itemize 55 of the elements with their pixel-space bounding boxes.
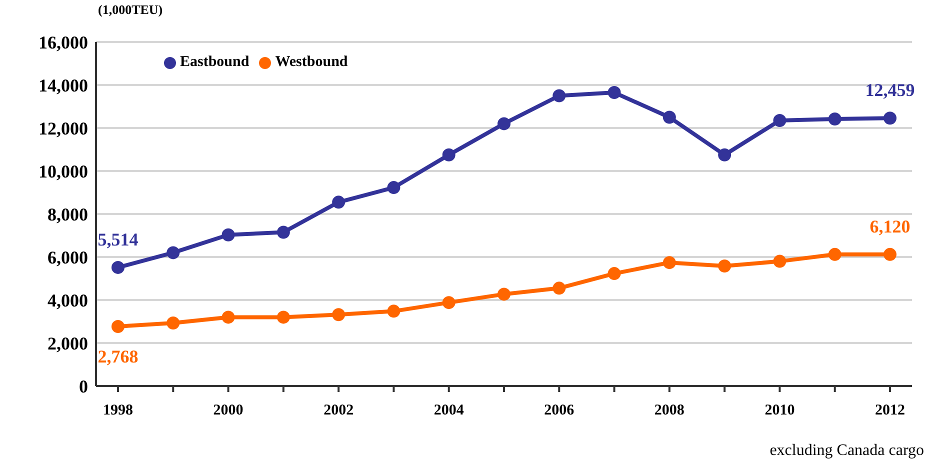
y-axis-title: (1,000TEU) [98,2,163,18]
point [773,114,786,127]
legend-label: Westbound [275,54,348,70]
point [166,246,180,260]
x-tick-label: 2002 [324,402,354,419]
point [662,110,676,124]
y-tick-label: 2,000 [48,333,88,354]
data-label: 2,768 [98,346,138,366]
y-tick-label: 10,000 [38,161,88,182]
point [828,112,842,126]
point [166,316,180,330]
point [387,304,400,318]
point [332,196,346,209]
point [828,248,842,261]
data-label: 5,514 [98,229,138,250]
point [276,310,290,324]
point [608,86,621,100]
point [552,89,566,102]
point [387,181,400,194]
point [498,117,510,130]
point [276,226,290,239]
y-tick-label: 8,000 [48,204,88,224]
y-tick-label: 0 [79,376,88,396]
point [884,112,896,125]
point [718,260,732,273]
x-tick-label: 2006 [544,402,575,419]
data-label: 6,120 [870,216,910,236]
text: excluding Canada cargo [770,442,924,460]
x-tick-label: 1998 [103,402,133,419]
data-label: 12,459 [865,80,915,100]
x-tick-label: 2012 [875,402,905,419]
point [773,254,786,268]
y-tick-label: 16,000 [38,32,88,52]
point [718,148,732,162]
x-tick-label: 2004 [434,402,464,419]
point [884,248,896,261]
y-tick-label: 14,000 [38,75,88,96]
point [442,296,456,310]
y-tick-label: 4,000 [48,290,88,310]
point [222,310,235,324]
point [498,288,510,301]
point [332,308,346,322]
point [112,320,124,333]
legend-label: Eastbound [180,54,250,70]
x-tick-label: 2000 [213,402,244,419]
point [662,256,676,270]
point [442,148,456,162]
point [222,228,235,242]
x-tick-label: 2008 [654,402,684,419]
y-tick-label: 12,000 [38,118,88,138]
point [112,260,124,274]
point [608,267,621,280]
point [552,282,566,295]
y-tick-label: 6,000 [48,247,88,268]
x-tick-label: 2010 [764,402,795,419]
